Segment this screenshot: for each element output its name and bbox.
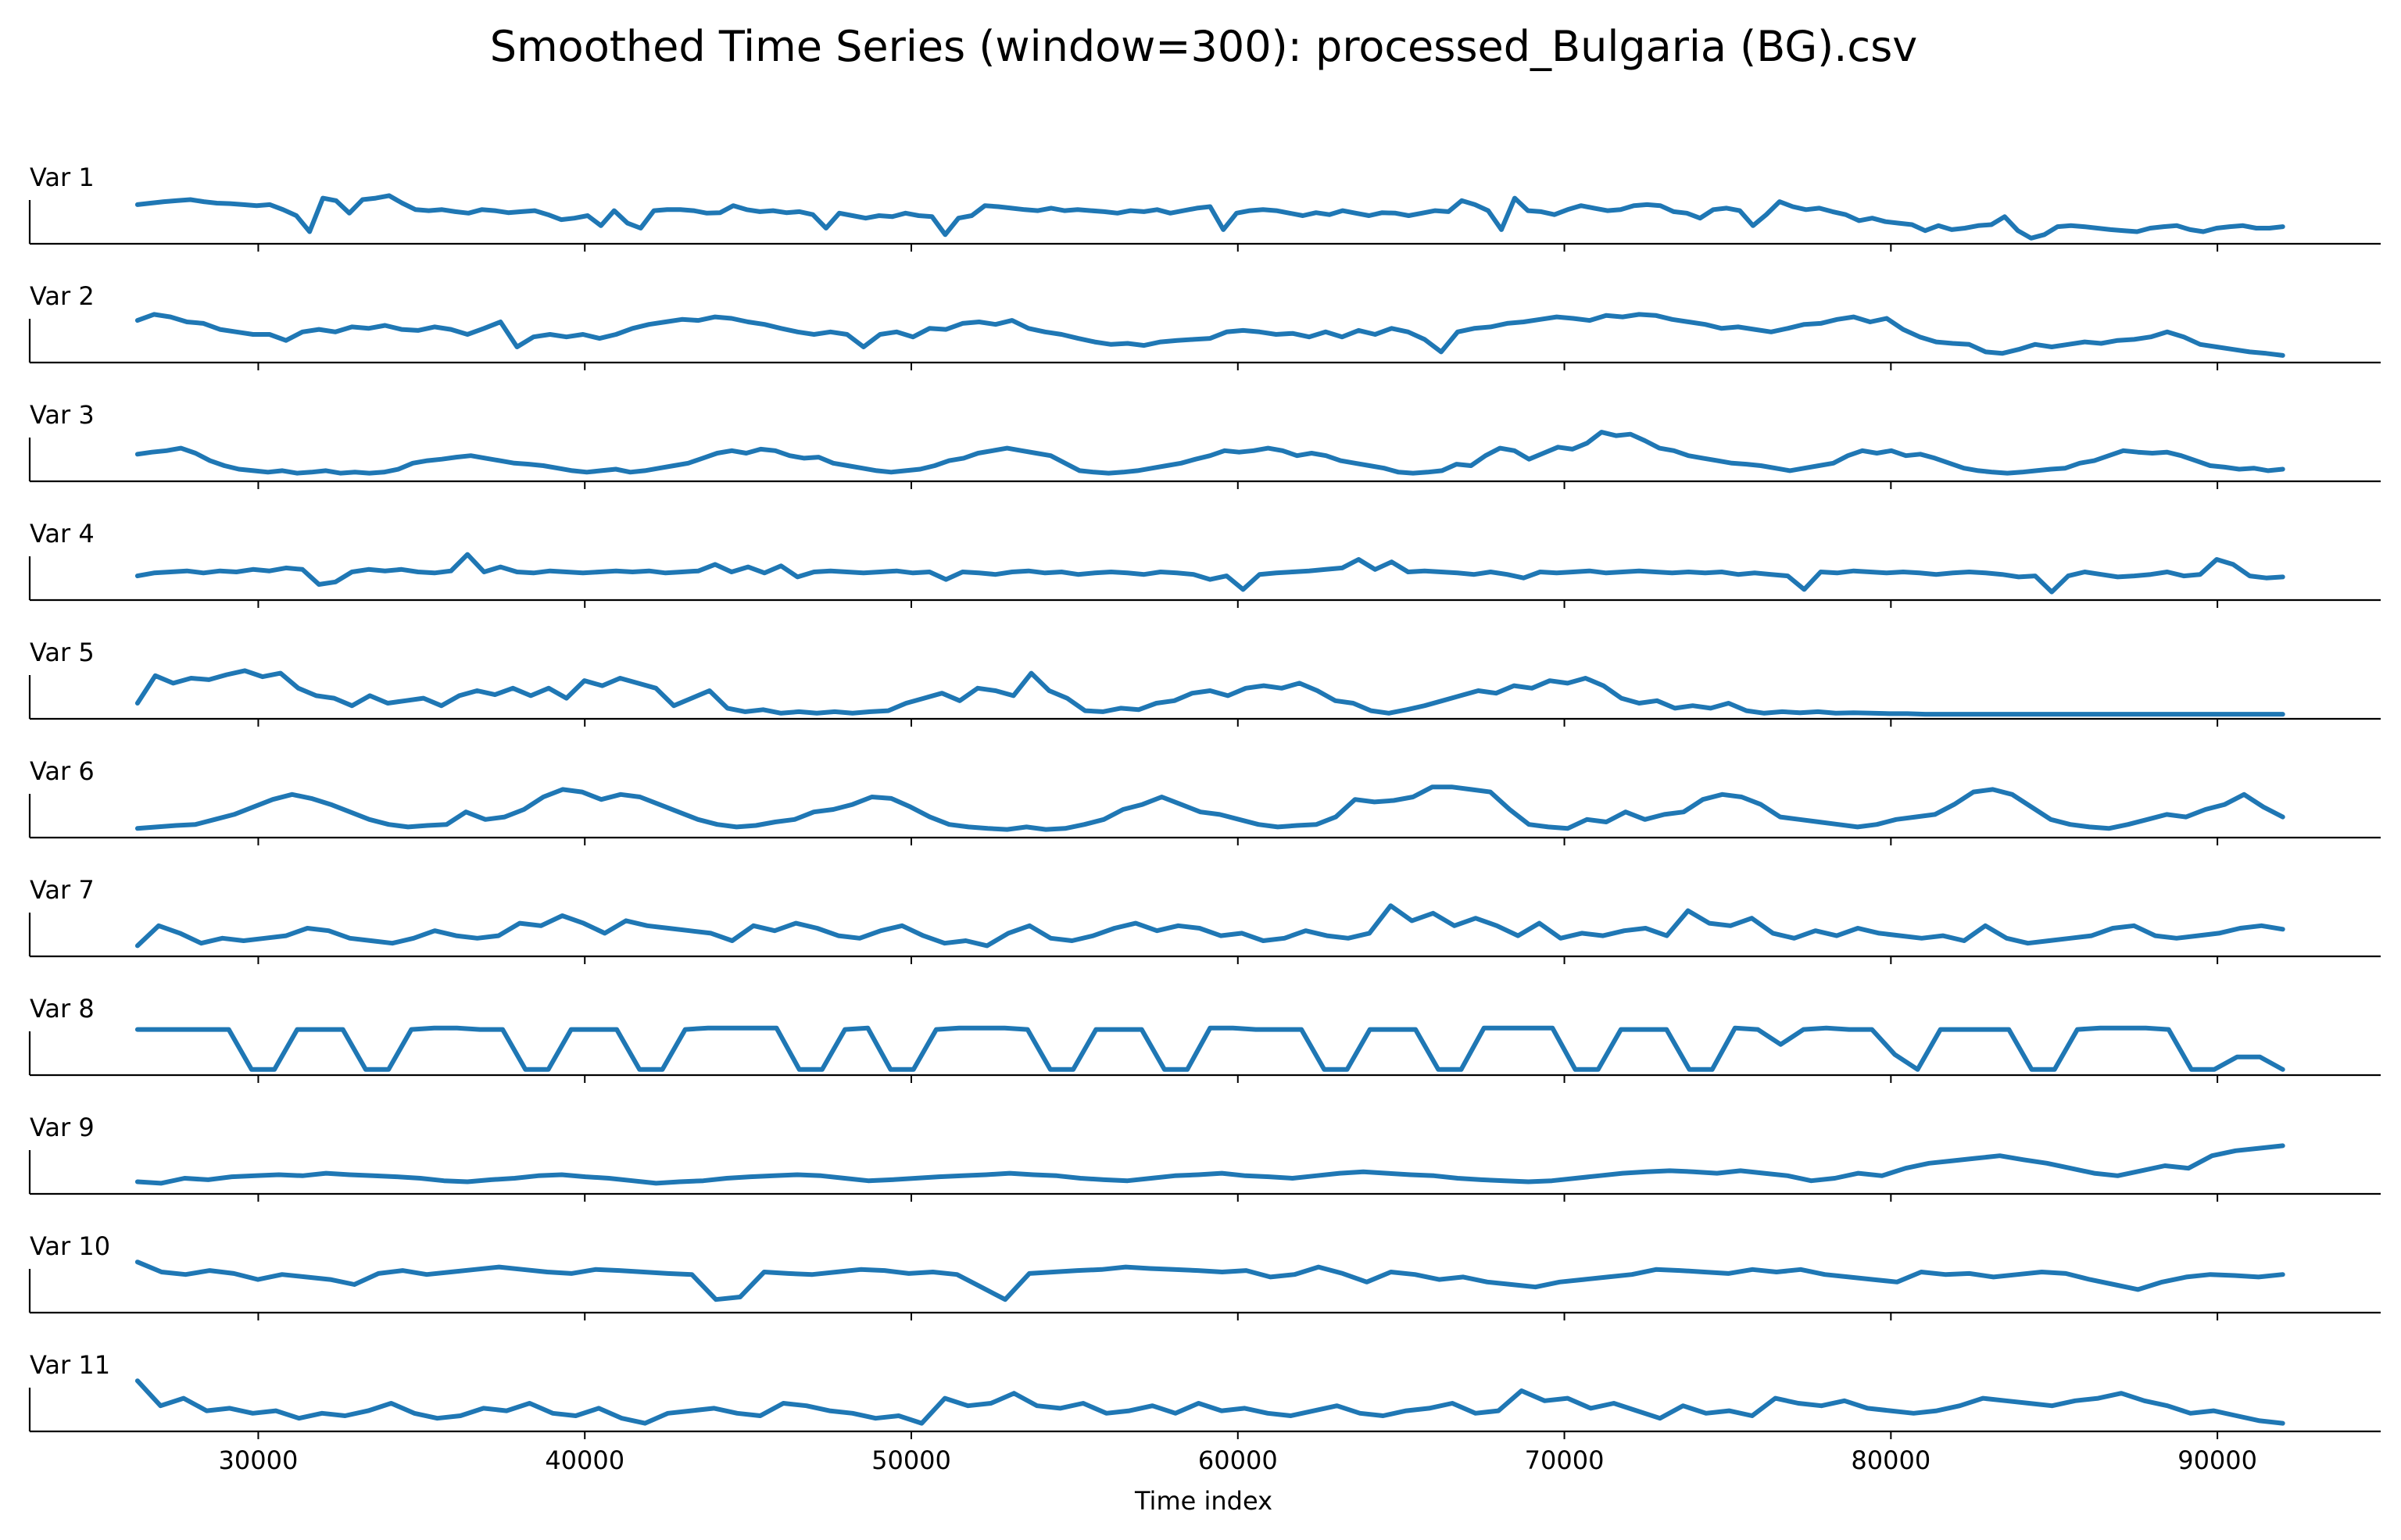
panel-label-var-5: Var 5 bbox=[30, 638, 95, 667]
panel-var-7: Var 7 bbox=[28, 875, 2381, 964]
panels-group: Var 1 Var 2 Var 3 Var 4 Var 5 Var 6 Var 7 Var 8… bbox=[28, 163, 2381, 1439]
panel-var-3: Var 3 bbox=[28, 400, 2381, 489]
panel-var-10: Var 10 bbox=[28, 1231, 2381, 1320]
series-line-var-5 bbox=[134, 668, 2285, 717]
x-tick-label-3: 60000 bbox=[1198, 1445, 1278, 1475]
panel-var-2: Var 2 bbox=[28, 281, 2381, 370]
panel-label-var-8: Var 8 bbox=[30, 994, 95, 1024]
panel-label-var-10: Var 10 bbox=[30, 1231, 110, 1261]
panel-label-var-3: Var 3 bbox=[30, 400, 95, 430]
x-axis: 30000 40000 50000 60000 70000 80000 90000 bbox=[219, 1445, 2257, 1475]
panel-var-1: Var 1 bbox=[28, 163, 2381, 252]
chart-title: Smoothed Time Series (window=300): proce… bbox=[490, 22, 1917, 71]
x-tick-label-5: 80000 bbox=[1851, 1445, 1930, 1475]
series-line-var-10 bbox=[134, 1260, 2285, 1302]
series-line-var-2 bbox=[134, 312, 2285, 358]
panel-var-11: Var 11 bbox=[28, 1350, 2381, 1439]
panel-label-var-6: Var 6 bbox=[30, 756, 95, 786]
panel-label-var-4: Var 4 bbox=[30, 519, 95, 548]
x-tick-label-1: 40000 bbox=[545, 1445, 624, 1475]
panel-label-var-1: Var 1 bbox=[30, 163, 95, 192]
series-line-var-9 bbox=[134, 1143, 2285, 1186]
panel-label-var-9: Var 9 bbox=[30, 1113, 95, 1142]
series-line-var-1 bbox=[134, 193, 2285, 241]
series-line-var-3 bbox=[134, 430, 2285, 476]
panel-label-var-11: Var 11 bbox=[30, 1350, 110, 1380]
x-tick-label-6: 90000 bbox=[2177, 1445, 2257, 1475]
x-axis-label: Time index bbox=[1134, 1486, 1272, 1516]
panel-var-6: Var 6 bbox=[28, 756, 2381, 845]
series-line-var-4 bbox=[134, 552, 2285, 595]
panel-var-8: Var 8 bbox=[28, 994, 2381, 1083]
panel-var-5: Var 5 bbox=[28, 638, 2381, 727]
panel-var-4: Var 4 bbox=[28, 519, 2381, 608]
series-line-var-7 bbox=[134, 903, 2285, 949]
panel-label-var-2: Var 2 bbox=[30, 281, 95, 311]
x-tick-label-2: 50000 bbox=[871, 1445, 951, 1475]
x-tick-label-0: 30000 bbox=[219, 1445, 299, 1475]
panel-label-var-7: Var 7 bbox=[30, 875, 95, 905]
series-line-var-11 bbox=[134, 1378, 2285, 1426]
series-line-var-6 bbox=[134, 784, 2285, 832]
x-tick-label-4: 70000 bbox=[1525, 1445, 1605, 1475]
panel-var-9: Var 9 bbox=[28, 1113, 2381, 1202]
series-line-var-8 bbox=[134, 1025, 2285, 1072]
